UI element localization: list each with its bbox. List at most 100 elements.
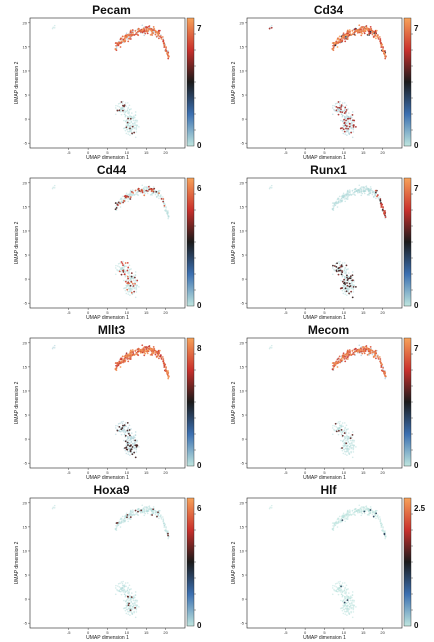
data-point bbox=[129, 275, 131, 278]
data-point bbox=[130, 444, 132, 447]
data-point bbox=[138, 126, 140, 128]
data-point bbox=[126, 441, 129, 444]
data-point bbox=[166, 372, 168, 375]
x-tick-label: 5 bbox=[106, 150, 109, 155]
data-point bbox=[352, 193, 354, 195]
data-point bbox=[341, 289, 344, 292]
data-point bbox=[127, 133, 130, 135]
data-point bbox=[351, 281, 353, 283]
data-point bbox=[130, 596, 133, 599]
data-point bbox=[131, 132, 133, 135]
data-point bbox=[369, 346, 372, 348]
data-point bbox=[128, 430, 130, 433]
data-point bbox=[353, 353, 356, 356]
data-point bbox=[334, 422, 337, 425]
data-point bbox=[127, 116, 129, 118]
data-point bbox=[126, 518, 129, 520]
y-tick-label: 10 bbox=[23, 68, 28, 73]
data-point bbox=[146, 352, 149, 355]
data-point bbox=[129, 117, 132, 120]
data-point bbox=[167, 532, 169, 535]
data-point bbox=[270, 507, 273, 509]
data-point bbox=[342, 292, 345, 295]
data-point bbox=[344, 437, 346, 440]
data-point bbox=[143, 347, 145, 350]
data-point bbox=[129, 510, 132, 512]
data-point bbox=[52, 26, 55, 29]
data-point bbox=[115, 204, 117, 207]
data-point bbox=[131, 611, 133, 614]
data-point bbox=[124, 431, 126, 434]
data-point bbox=[347, 437, 350, 440]
data-point bbox=[357, 192, 359, 194]
data-point bbox=[333, 265, 336, 267]
data-point bbox=[354, 34, 357, 37]
data-point bbox=[119, 582, 121, 585]
data-point bbox=[331, 107, 334, 109]
data-point bbox=[149, 348, 152, 350]
data-point bbox=[165, 206, 167, 208]
data-point bbox=[345, 451, 347, 453]
data-point bbox=[351, 111, 354, 113]
data-point bbox=[126, 38, 129, 40]
data-point bbox=[135, 127, 138, 130]
data-point bbox=[384, 217, 386, 220]
data-point bbox=[165, 526, 167, 528]
data-point bbox=[125, 192, 128, 195]
data-point bbox=[126, 198, 129, 200]
data-point bbox=[133, 447, 136, 450]
data-point bbox=[354, 125, 357, 128]
data-point bbox=[350, 513, 352, 516]
data-point bbox=[123, 585, 125, 588]
panel-title: Mllt3 bbox=[98, 323, 126, 337]
data-point bbox=[122, 431, 125, 433]
data-point bbox=[124, 127, 126, 129]
data-point bbox=[349, 443, 351, 445]
data-point bbox=[268, 27, 271, 30]
data-point bbox=[331, 522, 334, 524]
data-point bbox=[117, 265, 119, 267]
data-point bbox=[331, 587, 334, 589]
data-point bbox=[382, 45, 384, 48]
data-point bbox=[156, 32, 159, 35]
data-point bbox=[127, 117, 130, 120]
data-point bbox=[128, 429, 131, 431]
data-point bbox=[127, 436, 129, 438]
data-point bbox=[132, 435, 135, 438]
data-point bbox=[134, 606, 136, 609]
data-point bbox=[375, 517, 377, 520]
data-point bbox=[346, 609, 349, 611]
data-point bbox=[345, 599, 347, 602]
data-point bbox=[130, 437, 133, 440]
y-tick-label: 5 bbox=[25, 413, 28, 418]
data-point bbox=[122, 111, 125, 113]
data-point bbox=[353, 348, 356, 351]
data-point bbox=[121, 35, 124, 38]
data-point bbox=[371, 511, 374, 513]
data-point bbox=[339, 591, 342, 593]
data-point bbox=[270, 504, 273, 507]
data-point bbox=[347, 281, 350, 284]
data-point bbox=[372, 356, 375, 359]
data-point bbox=[371, 513, 374, 516]
data-point bbox=[366, 506, 368, 509]
data-point bbox=[122, 127, 125, 130]
data-point bbox=[122, 199, 125, 202]
data-point bbox=[162, 359, 165, 361]
data-point bbox=[147, 185, 150, 188]
x-axis-label: UMAP dimension 1 bbox=[86, 635, 129, 641]
data-point bbox=[128, 109, 131, 111]
data-point bbox=[349, 192, 351, 194]
data-point bbox=[136, 124, 139, 127]
data-point bbox=[341, 600, 344, 603]
y-tick-label: 5 bbox=[25, 253, 28, 258]
data-point bbox=[124, 275, 127, 277]
data-point bbox=[162, 516, 164, 518]
data-point bbox=[344, 116, 346, 118]
data-point bbox=[155, 190, 158, 193]
data-point bbox=[114, 273, 117, 276]
data-point bbox=[143, 30, 146, 33]
data-point bbox=[367, 33, 370, 36]
data-point bbox=[356, 189, 358, 192]
data-point bbox=[136, 441, 138, 443]
